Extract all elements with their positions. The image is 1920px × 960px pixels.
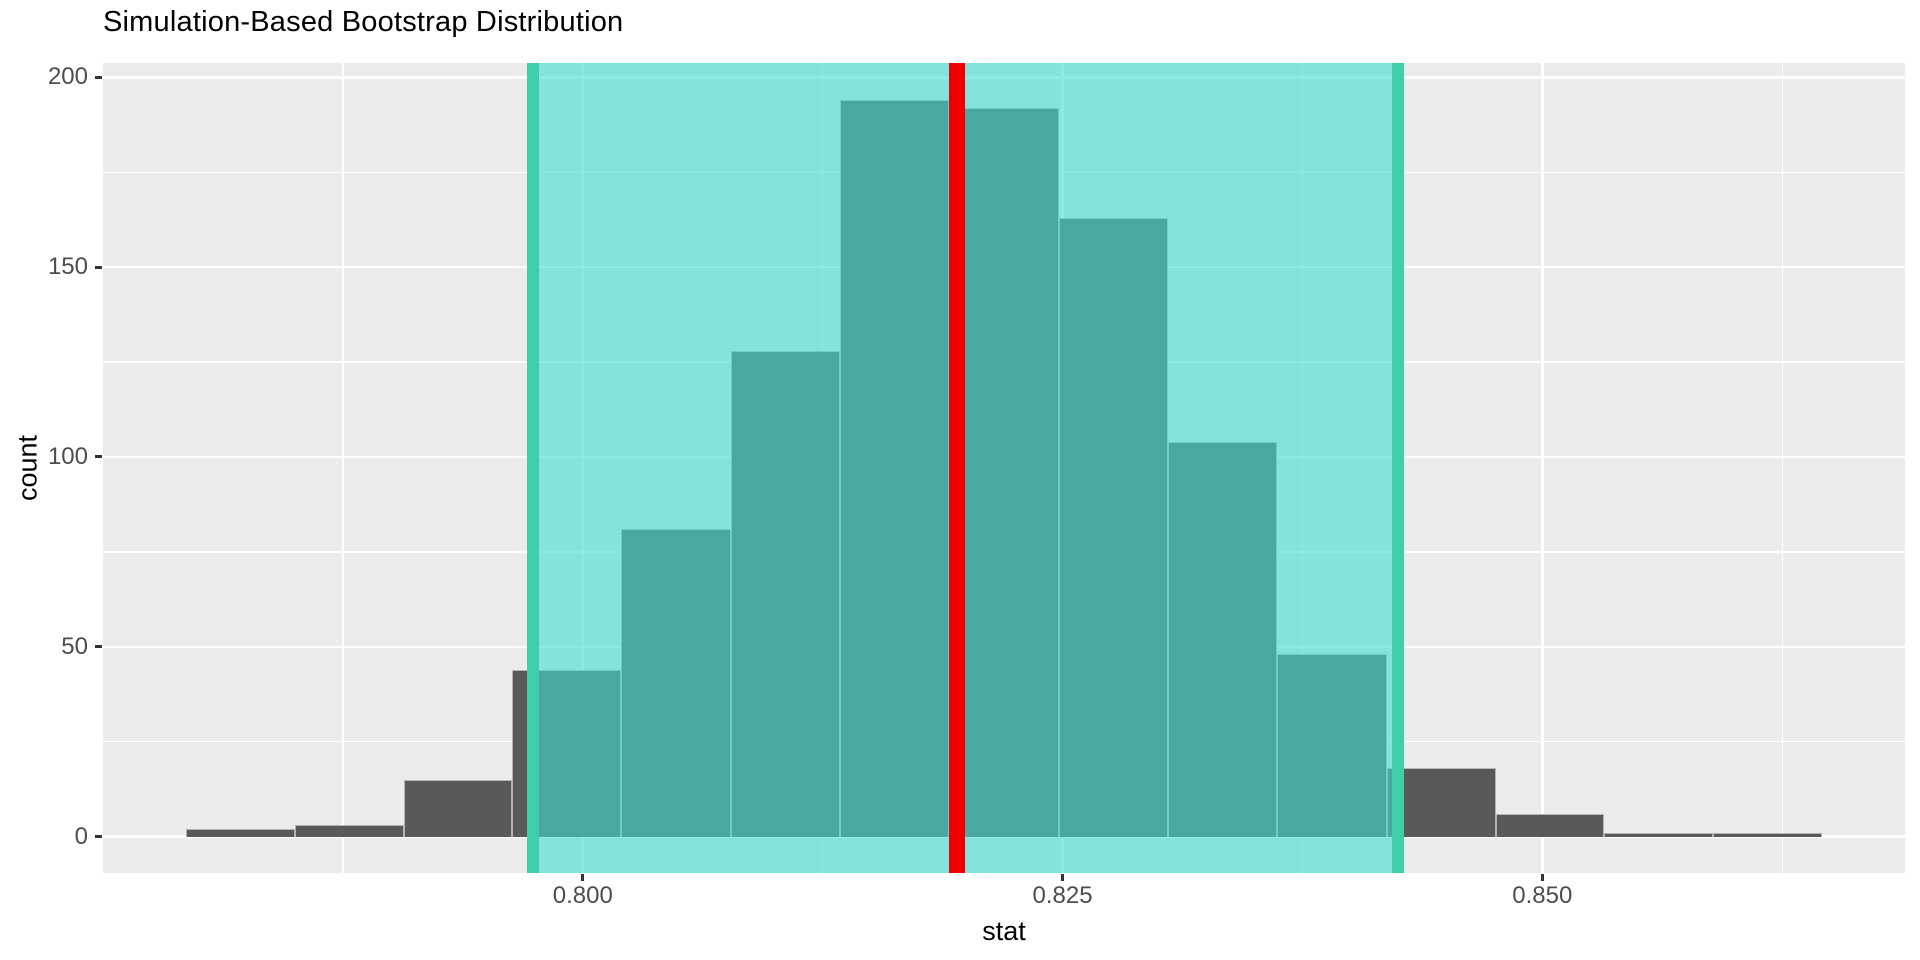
y-tick-label: 0: [74, 822, 88, 850]
y-tick-mark: [95, 75, 102, 79]
confidence-interval-shade: [526, 63, 1405, 873]
x-tick-label: 0.800: [552, 882, 613, 909]
histogram-bar: [294, 825, 405, 837]
y-tick-mark: [95, 265, 102, 269]
y-tick-mark: [95, 455, 102, 459]
x-gridline-major: [1541, 63, 1544, 873]
x-tick-label: 0.850: [1512, 882, 1573, 909]
y-tick-mark: [95, 835, 102, 839]
histogram-bar: [404, 779, 512, 837]
x-tick-mark: [1540, 874, 1544, 881]
plot-panel: [103, 63, 1905, 873]
histogram-bar: [1603, 832, 1714, 837]
histogram-bar: [185, 828, 295, 837]
y-tick-mark: [95, 645, 102, 649]
y-tick-label: 150: [47, 253, 88, 281]
point-estimate-line: [948, 63, 965, 873]
chart-title: Simulation-Based Bootstrap Distribution: [103, 6, 624, 38]
x-gridline-minor: [1781, 63, 1783, 873]
y-tick-label: 50: [61, 632, 88, 660]
x-tick-label: 0.825: [1032, 882, 1093, 909]
y-tick-label: 100: [47, 442, 88, 470]
histogram-bar: [1713, 832, 1823, 837]
x-tick-mark: [581, 874, 585, 881]
histogram-bar: [1386, 768, 1497, 837]
histogram-bar: [1496, 813, 1604, 837]
x-gridline-minor: [342, 63, 344, 873]
x-axis-title: stat: [982, 916, 1026, 946]
x-tick-mark: [1061, 874, 1065, 881]
y-tick-label: 200: [47, 63, 88, 91]
